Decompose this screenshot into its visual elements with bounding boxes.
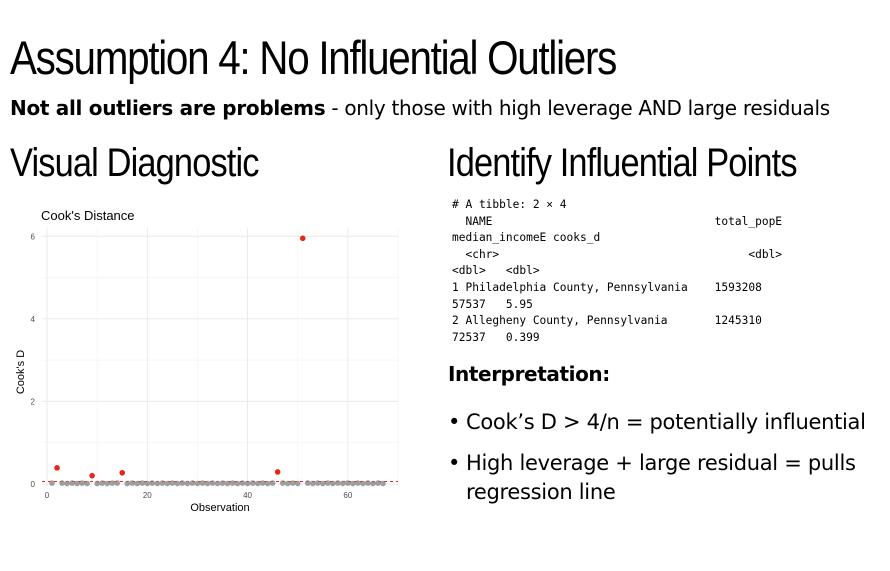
data-point [325, 480, 331, 486]
data-point [184, 480, 191, 487]
data-point [319, 480, 326, 487]
data-point [179, 480, 186, 486]
data-point [204, 480, 211, 487]
data-point [169, 480, 176, 486]
identify-influential-heading: Identify Influential Points [447, 141, 798, 185]
bullet-icon: • [448, 451, 461, 475]
bullet-text: Cook’s D > 4/n = potentially influential [466, 410, 866, 434]
data-point [99, 480, 105, 486]
list-item: • High leverage + large residual = pulls … [448, 449, 878, 507]
data-point [360, 480, 366, 487]
data-point [139, 480, 146, 486]
data-point [84, 480, 90, 487]
data-point [254, 480, 261, 487]
x-tick-label: 20 [143, 491, 152, 500]
y-tick-label: 2 [31, 397, 36, 406]
data-point [340, 480, 346, 487]
data-point [69, 480, 75, 486]
data-point [199, 480, 206, 486]
data-point [269, 480, 276, 486]
data-point [124, 480, 131, 487]
data-point [229, 480, 236, 486]
data-point [64, 480, 70, 487]
data-point [154, 480, 161, 487]
data-point [370, 480, 376, 487]
data-point [164, 480, 171, 487]
influential-point [299, 235, 306, 242]
list-item: • Cook’s D > 4/n = potentially influentia… [448, 408, 878, 437]
y-axis-label: Cook's D [15, 350, 27, 394]
subtitle-bold: Not all outliers are problems [10, 96, 326, 120]
data-point [350, 480, 356, 487]
x-axis-label: Observation [190, 502, 249, 514]
interpretation-list: • Cook’s D > 4/n = potentially influentia… [448, 408, 878, 519]
data-point [294, 480, 301, 487]
data-point [259, 480, 266, 486]
data-point [244, 480, 251, 487]
data-point [59, 480, 65, 486]
data-point [234, 480, 241, 487]
x-tick-label: 40 [243, 491, 252, 500]
data-point [309, 480, 316, 487]
x-tick-labels: 0 20 40 60 [45, 491, 353, 500]
data-point [74, 480, 80, 487]
bullet-text: High leverage + large residual = pulls r… [466, 451, 856, 504]
data-point [279, 480, 286, 486]
data-point [134, 480, 141, 487]
slide-subtitle: Not all outliers are problems - only tho… [10, 96, 830, 120]
chart-grid [42, 228, 399, 486]
y-tick-label: 4 [31, 315, 36, 324]
data-point [79, 480, 85, 486]
data-point [239, 480, 246, 486]
data-point [149, 480, 156, 486]
data-point [380, 480, 386, 487]
data-point [224, 480, 231, 487]
cooks-distance-chart: 0 2 4 6 0 20 40 60 Cook's Distance Observation… [15, 208, 399, 514]
data-point [330, 480, 336, 487]
interpretation-heading: Interpretation: [448, 362, 610, 386]
data-point [249, 480, 256, 486]
chart-title: Cook's Distance [41, 208, 135, 223]
tibble-output: # A tibble: 2 × 4 NAME total_popE median… [452, 198, 783, 344]
influential-point [89, 472, 95, 479]
data-point [114, 480, 121, 486]
influential-point [119, 469, 126, 476]
influential-point [54, 465, 60, 471]
data-point [289, 480, 296, 486]
data-point [129, 480, 136, 486]
data-point [144, 480, 151, 487]
data-point [189, 480, 196, 486]
x-tick-label: 0 [45, 491, 50, 500]
data-point [264, 480, 271, 487]
y-tick-label: 6 [31, 232, 36, 241]
data-point [159, 480, 166, 486]
data-point [214, 480, 221, 487]
subtitle-rest: - only those with high leverage AND larg… [325, 96, 830, 120]
influential-point [274, 469, 281, 475]
data-point [304, 480, 311, 486]
data-point [109, 480, 115, 486]
x-tick-label: 60 [343, 491, 352, 500]
data-point [174, 480, 181, 487]
data-point [209, 480, 216, 486]
data-point [219, 480, 226, 486]
chart-points [49, 235, 386, 487]
data-point [355, 480, 361, 486]
data-point [194, 480, 201, 487]
data-point [365, 480, 371, 486]
data-point [375, 480, 381, 486]
data-point [345, 480, 351, 486]
y-tick-labels: 0 2 4 6 [31, 232, 36, 489]
data-point [284, 480, 291, 487]
data-point [49, 480, 55, 486]
visual-diagnostic-heading: Visual Diagnostic [10, 141, 259, 185]
data-point [94, 480, 100, 487]
slide-title: Assumption 4: No Influential Outliers [10, 31, 617, 84]
data-point [104, 480, 110, 487]
data-point [335, 480, 341, 486]
data-point [314, 480, 321, 486]
bullet-icon: • [448, 410, 461, 434]
y-tick-label: 0 [31, 480, 36, 489]
